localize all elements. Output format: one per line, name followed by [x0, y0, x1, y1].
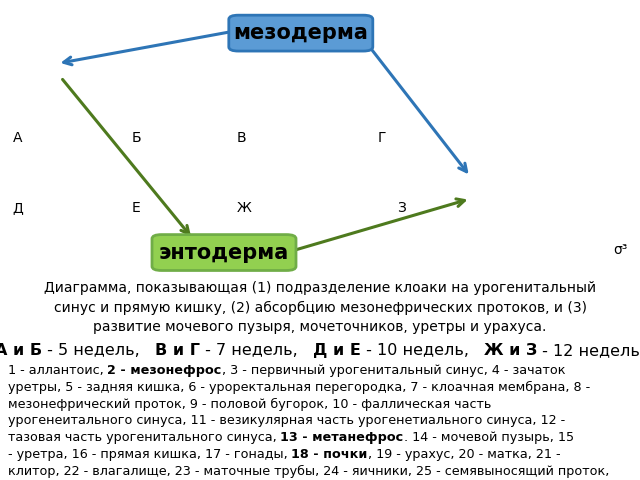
Text: , 19 - урахус, 20 - матка, 21 -: , 19 - урахус, 20 - матка, 21 - [368, 448, 561, 461]
Text: мезодерма: мезодерма [234, 23, 368, 43]
Text: В: В [237, 131, 246, 145]
FancyBboxPatch shape [228, 15, 372, 51]
Text: - 5 недель,: - 5 недель, [42, 343, 155, 358]
Text: Д и Е: Д и Е [313, 343, 361, 358]
Text: 13 - метанефрос: 13 - метанефрос [280, 432, 404, 444]
Text: клитор, 22 - влагалище, 23 - маточные трубы, 24 - яичники, 25 - семявыносящий пр: клитор, 22 - влагалище, 23 - маточные тр… [8, 465, 609, 479]
Text: синус и прямую кишку, (2) абсорбцию мезонефрических протоков, и (3): синус и прямую кишку, (2) абсорбцию мезо… [54, 300, 586, 314]
Text: Б: Б [131, 131, 141, 145]
Text: 18 - почки: 18 - почки [291, 448, 368, 461]
Text: - 12 недель.: - 12 недель. [538, 343, 640, 358]
Text: Г: Г [378, 131, 386, 145]
Text: Ж: Ж [237, 202, 252, 216]
Text: σ³: σ³ [613, 243, 627, 257]
Text: 2 - мезонефрос: 2 - мезонефрос [108, 364, 221, 377]
FancyBboxPatch shape [152, 235, 296, 270]
Text: 1 - аллантоис,: 1 - аллантоис, [8, 364, 108, 377]
Text: тазовая часть урогенитального синуса,: тазовая часть урогенитального синуса, [8, 432, 280, 444]
Text: мезонефрический проток, 9 - половой бугорок, 10 - фаллическая часть: мезонефрический проток, 9 - половой буго… [8, 397, 491, 410]
Text: - 7 недель,: - 7 недель, [200, 343, 313, 358]
Text: А и Б: А и Б [0, 343, 42, 358]
Text: Е: Е [131, 202, 140, 216]
Text: Д: Д [13, 202, 24, 216]
Text: - уретра, 16 - прямая кишка, 17 - гонады,: - уретра, 16 - прямая кишка, 17 - гонады… [8, 448, 291, 461]
Text: урогенеитального синуса, 11 - везикулярная часть урогенетиального синуса, 12 -: урогенеитального синуса, 11 - везикулярн… [8, 414, 565, 428]
Text: развитие мочевого пузыря, мочеточников, уретры и урахуса.: развитие мочевого пузыря, мочеточников, … [93, 320, 547, 334]
Text: А: А [13, 131, 22, 145]
Text: - 10 недель,: - 10 недель, [361, 343, 484, 358]
Text: З: З [397, 202, 406, 216]
Text: энтодерма: энтодерма [159, 242, 289, 263]
Text: Диаграмма, показывающая (1) подразделение клоаки на урогенитальный: Диаграмма, показывающая (1) подразделени… [44, 281, 596, 295]
Text: В и Г: В и Г [155, 343, 200, 358]
Text: . 14 - мочевой пузырь, 15: . 14 - мочевой пузырь, 15 [404, 432, 573, 444]
Text: Ж и З: Ж и З [484, 343, 538, 358]
Text: , 3 - первичный урогенитальный синус, 4 - зачаток: , 3 - первичный урогенитальный синус, 4 … [221, 364, 565, 377]
Text: уретры, 5 - задняя кишка, 6 - уроректальная перегородка, 7 - клоачная мембрана, : уретры, 5 - задняя кишка, 6 - уроректаль… [8, 381, 590, 394]
